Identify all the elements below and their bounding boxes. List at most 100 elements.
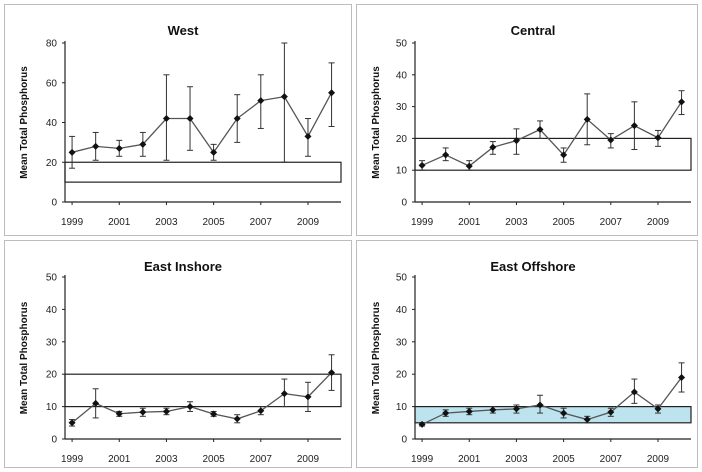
data-point [233, 115, 241, 123]
x-tick-label: 2003 [155, 217, 178, 228]
y-tick-label: 40 [46, 118, 58, 129]
series-line [71, 92, 333, 154]
y-axis-label: Mean Total Phosphorus [19, 66, 30, 179]
data-point [583, 115, 591, 123]
data-point [115, 144, 123, 152]
y-tick-label: 0 [51, 435, 57, 446]
data-point [465, 407, 473, 415]
y-tick-label: 10 [396, 402, 408, 413]
y-axis-label: Mean Total Phosphorus [371, 66, 382, 179]
data-point [68, 148, 76, 156]
x-tick-label: 2009 [647, 217, 670, 228]
data-point [304, 393, 312, 401]
y-tick-label: 20 [46, 158, 58, 169]
chart-title: West [168, 23, 199, 38]
chart-svg: East Offshore Mean Total Phosphorus 0 10 20 3… [371, 259, 692, 465]
data-point [328, 89, 336, 97]
series-line [421, 101, 683, 167]
data-point [654, 134, 662, 142]
data-point [678, 373, 686, 381]
x-tick-label: 1999 [411, 217, 434, 228]
data-point [678, 98, 686, 106]
data-point [186, 403, 194, 411]
y-tick-label: 40 [46, 305, 58, 316]
data-point [512, 137, 520, 145]
x-tick-label: 2005 [552, 454, 575, 465]
y-tick-label: 50 [46, 273, 58, 284]
y-tick-label: 30 [396, 102, 408, 113]
data-point [560, 151, 568, 159]
data-point [139, 408, 147, 416]
data-point [489, 406, 497, 414]
data-point [92, 142, 100, 150]
x-tick-label: 2001 [108, 217, 131, 228]
series-line [421, 377, 683, 426]
data-point [418, 161, 426, 169]
y-tick-label: 30 [396, 337, 408, 348]
data-point [630, 122, 638, 130]
data-point [162, 407, 170, 415]
x-tick-label: 2005 [202, 217, 225, 228]
target-band [64, 161, 342, 183]
y-tick-label: 50 [396, 273, 408, 284]
data-point [280, 93, 288, 101]
data-point [465, 162, 473, 170]
x-tick-label: 2009 [297, 217, 320, 228]
data-point [280, 390, 288, 398]
y-tick-label: 20 [396, 370, 408, 381]
y-axis-label: Mean Total Phosphorus [19, 301, 30, 414]
data-point [536, 125, 544, 133]
data-point [210, 148, 218, 156]
data-point [257, 97, 265, 105]
x-tick-label: 2007 [250, 217, 273, 228]
data-point [139, 140, 147, 148]
y-tick-label: 10 [46, 402, 58, 413]
x-tick-label: 1999 [61, 217, 84, 228]
data-point [186, 115, 194, 123]
chart-svg: Central Mean Total Phosphorus 0 10 20 30 40 50 1… [371, 23, 692, 228]
chart-title: Central [511, 23, 556, 38]
chart-panel-west: West Mean Total Phosphorus 0 20 40 60 80 1999 20… [4, 4, 352, 236]
x-tick-label: 2009 [647, 454, 670, 465]
y-tick-label: 20 [396, 134, 408, 145]
data-point [68, 419, 76, 427]
data-point [92, 399, 100, 407]
data-point [442, 409, 450, 417]
data-point [607, 408, 615, 416]
y-tick-label: 10 [396, 166, 408, 177]
x-tick-label: 2003 [505, 454, 528, 465]
data-point [560, 409, 568, 417]
y-tick-label: 50 [396, 39, 408, 50]
x-tick-label: 2009 [297, 454, 320, 465]
x-tick-label: 2001 [458, 217, 481, 228]
data-point [210, 410, 218, 418]
series-line [71, 372, 333, 424]
y-tick-label: 80 [46, 39, 58, 50]
y-tick-label: 20 [46, 370, 58, 381]
y-tick-label: 40 [396, 70, 408, 81]
data-point [489, 143, 497, 151]
data-point [328, 369, 336, 377]
x-tick-label: 2001 [108, 454, 131, 465]
y-tick-label: 30 [46, 337, 58, 348]
x-tick-label: 2007 [600, 217, 623, 228]
chart-svg: West Mean Total Phosphorus 0 20 40 60 80 1999 20… [19, 23, 342, 228]
chart-panel-central: Central Mean Total Phosphorus 0 10 20 30 40 50 1… [356, 4, 698, 236]
data-point [257, 407, 265, 415]
chart-panel-east-offshore: East Offshore Mean Total Phosphorus 0 10 20 3… [356, 240, 698, 468]
y-tick-label: 0 [401, 198, 407, 209]
target-band [64, 373, 342, 408]
y-axis-label: Mean Total Phosphorus [371, 301, 382, 414]
data-point [162, 115, 170, 123]
data-point [536, 401, 544, 409]
y-tick-label: 0 [51, 198, 57, 209]
data-point [607, 136, 615, 144]
chart-title: East Offshore [490, 259, 575, 274]
x-tick-label: 2007 [250, 454, 273, 465]
y-tick-label: 60 [46, 78, 58, 89]
data-point [418, 420, 426, 428]
x-tick-label: 2003 [505, 217, 528, 228]
x-tick-label: 2003 [155, 454, 178, 465]
chart-panel-east-inshore: East Inshore Mean Total Phosphorus 0 10 20 30… [4, 240, 352, 468]
x-tick-label: 1999 [61, 454, 84, 465]
